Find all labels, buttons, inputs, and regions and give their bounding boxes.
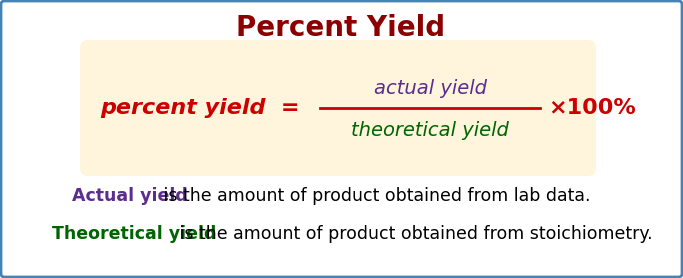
Text: is the amount of product obtained from lab data.: is the amount of product obtained from l…: [158, 187, 591, 205]
Text: actual yield: actual yield: [374, 78, 486, 98]
Text: is the amount of product obtained from stoichiometry.: is the amount of product obtained from s…: [174, 225, 653, 243]
Text: Theoretical yield: Theoretical yield: [52, 225, 217, 243]
Text: theoretical yield: theoretical yield: [351, 120, 509, 140]
Text: percent yield  =: percent yield =: [100, 98, 300, 118]
FancyBboxPatch shape: [80, 40, 596, 176]
Text: Actual yield: Actual yield: [72, 187, 188, 205]
Text: ×100%: ×100%: [548, 98, 636, 118]
Text: Percent Yield: Percent Yield: [236, 14, 445, 42]
